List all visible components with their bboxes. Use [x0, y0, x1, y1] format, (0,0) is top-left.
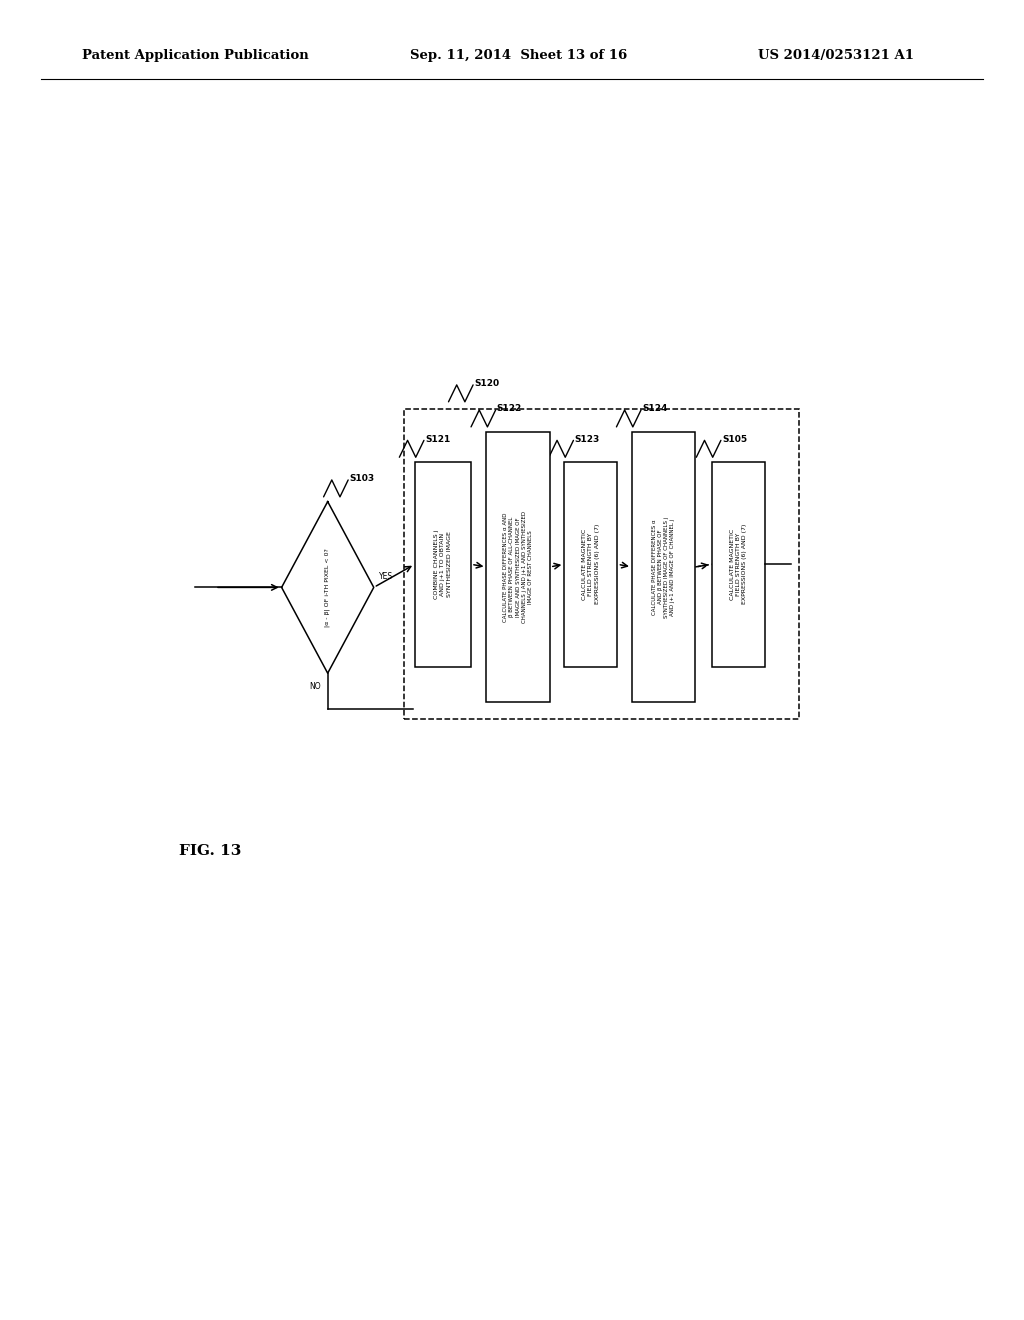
Bar: [712, 462, 765, 667]
Bar: [632, 432, 695, 702]
Text: S124: S124: [642, 404, 668, 413]
Text: Sep. 11, 2014  Sheet 13 of 16: Sep. 11, 2014 Sheet 13 of 16: [410, 49, 627, 62]
Text: S105: S105: [722, 434, 748, 444]
Text: CALCULATE MAGNETIC
FIELD STRENGTH BY
EXPRESSIONS (6) AND (7): CALCULATE MAGNETIC FIELD STRENGTH BY EXP…: [583, 524, 599, 605]
Bar: [415, 462, 471, 667]
Text: S121: S121: [425, 434, 451, 444]
Text: FIG. 13: FIG. 13: [179, 845, 242, 858]
Text: YES: YES: [379, 573, 393, 581]
Text: Patent Application Publication: Patent Application Publication: [82, 49, 308, 62]
Text: S122: S122: [497, 404, 522, 413]
Text: CALCULATE PHASE DIFFERENCES α
AND β BETWEEN PHASE OF
SYNTHESIZED IMAGE OF CHANNE: CALCULATE PHASE DIFFERENCES α AND β BETW…: [651, 516, 676, 618]
Bar: [404, 409, 799, 719]
Text: CALCULATE PHASE DIFFERENCES α AND
β BETWEEN PHASE OF ALL-CHANNEL
IMAGE AND SYNTH: CALCULATE PHASE DIFFERENCES α AND β BETW…: [503, 511, 534, 623]
Text: |α - β| OF i-TH PIXEL < 0?: |α - β| OF i-TH PIXEL < 0?: [325, 548, 331, 627]
Text: S123: S123: [574, 434, 600, 444]
Bar: [486, 432, 550, 702]
Text: COMBINE CHANNELS j
AND j+1 TO OBTAIN
SYNTHESIZED IMAGE: COMBINE CHANNELS j AND j+1 TO OBTAIN SYN…: [434, 529, 452, 599]
Text: S120: S120: [474, 379, 500, 388]
Bar: [564, 462, 617, 667]
Text: S103: S103: [349, 474, 375, 483]
Text: US 2014/0253121 A1: US 2014/0253121 A1: [758, 49, 913, 62]
Text: NO: NO: [309, 682, 322, 692]
Text: CALCULATE MAGNETIC
FIELD STRENGTH BY
EXPRESSIONS (6) AND (7): CALCULATE MAGNETIC FIELD STRENGTH BY EXP…: [730, 524, 746, 605]
